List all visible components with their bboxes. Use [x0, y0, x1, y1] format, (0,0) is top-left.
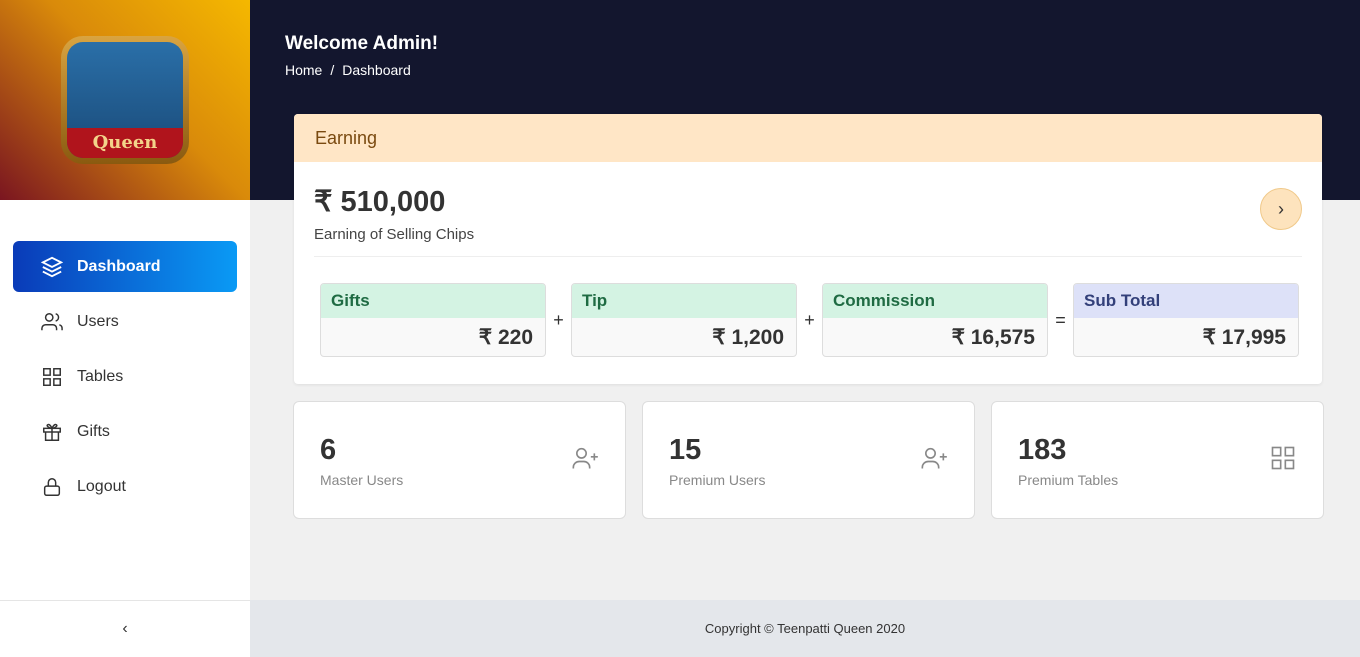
footer-copyright: Copyright © Teenpatti Queen 2020: [250, 600, 1360, 657]
breadcrumb-separator: /: [330, 62, 335, 78]
box-value: ₹ 17,995: [1202, 326, 1286, 349]
subtotal-box: Sub Total ₹ 17,995: [1073, 283, 1299, 357]
box-value: ₹ 220: [478, 326, 533, 349]
collapse-sidebar-button[interactable]: ‹: [0, 600, 250, 657]
grid-icon: [1271, 446, 1295, 470]
sidebar-item-logout[interactable]: Logout: [13, 461, 237, 512]
gift-icon: [43, 423, 61, 441]
stat-value: 183: [1018, 434, 1067, 466]
stats-row: 6 Master Users 15 Premium Users 183 Premium…: [293, 401, 1324, 519]
stat-card-premium-tables[interactable]: 183 Premium Tables: [991, 401, 1324, 519]
sidebar-nav: Dashboard Users Tables Gifts Logout: [0, 200, 250, 512]
divider: [314, 256, 1302, 257]
stat-card-premium-users[interactable]: 15 Premium Users: [642, 401, 975, 519]
breadcrumb-home[interactable]: Home: [285, 62, 323, 78]
equals-operator: =: [1055, 309, 1066, 330]
box-value: ₹ 1,200: [712, 326, 784, 349]
earning-card: Earning ₹ 510,000 Earning of Selling Chi…: [294, 114, 1322, 384]
commission-box: Commission ₹ 16,575: [822, 283, 1048, 357]
plus-operator: +: [804, 309, 815, 330]
box-label: Tip: [572, 284, 796, 318]
breadcrumb: Home / Dashboard: [285, 62, 419, 78]
sidebar-item-tables[interactable]: Tables: [13, 351, 237, 402]
stat-value: 6: [320, 434, 337, 466]
earning-breakdown: Gifts ₹ 220 + Tip ₹ 1,200 + Commission ₹ 16…: [320, 283, 1299, 357]
stat-label: Master Users: [320, 472, 404, 488]
sidebar-item-label: Logout: [77, 477, 126, 495]
sidebar-item-label: Gifts: [77, 422, 110, 440]
stat-label: Premium Users: [669, 472, 766, 488]
stat-label: Premium Tables: [1018, 472, 1119, 488]
gifts-box: Gifts ₹ 220: [320, 283, 546, 357]
lock-icon: [43, 477, 61, 496]
plus-operator: +: [553, 309, 564, 330]
sidebar-item-label: Users: [77, 312, 119, 330]
sidebar-item-users[interactable]: Users: [13, 296, 237, 347]
layers-icon: [41, 256, 63, 277]
box-label: Sub Total: [1074, 284, 1298, 318]
grid-icon: [43, 367, 61, 386]
page-title: Welcome Admin!: [285, 33, 439, 54]
sidebar: Queen Dashboard Users Tables Gifts Logou…: [0, 0, 250, 657]
users-icon: [41, 312, 63, 330]
earning-title: Earning: [294, 114, 1322, 162]
sidebar-item-gifts[interactable]: Gifts: [13, 406, 237, 457]
breadcrumb-current: Dashboard: [342, 62, 411, 78]
box-value: ₹ 16,575: [951, 326, 1035, 349]
stat-value: 15: [669, 434, 702, 466]
box-label: Gifts: [321, 284, 545, 318]
sidebar-item-label: Tables: [77, 367, 124, 385]
earning-subtitle: Earning of Selling Chips: [314, 226, 475, 243]
tip-box: Tip ₹ 1,200: [571, 283, 797, 357]
earning-amount: ₹ 510,000: [314, 186, 446, 218]
logo-text: Queen: [67, 128, 183, 158]
sidebar-item-label: Dashboard: [77, 257, 161, 275]
user-plus-icon: [921, 447, 947, 469]
user-plus-icon: [572, 447, 598, 469]
brand-header: Queen: [0, 0, 250, 200]
sidebar-item-dashboard[interactable]: Dashboard: [13, 241, 237, 292]
app-logo[interactable]: Queen: [61, 36, 189, 164]
chevron-right-button[interactable]: ›: [1260, 188, 1302, 230]
stat-card-master-users[interactable]: 6 Master Users: [293, 401, 626, 519]
box-label: Commission: [823, 284, 1047, 318]
